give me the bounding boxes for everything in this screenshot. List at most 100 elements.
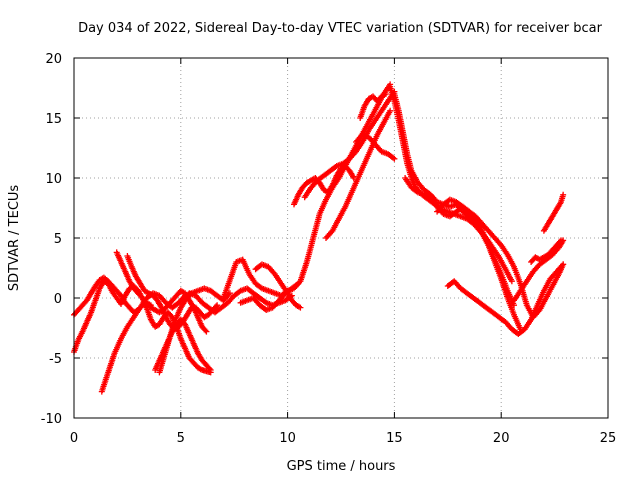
data-marker: [348, 176, 361, 196]
data-marker: [380, 109, 393, 126]
data-marker: [408, 175, 418, 189]
data-marker: [201, 312, 211, 321]
x-tick-label: 20: [493, 431, 510, 446]
data-marker: [549, 246, 561, 258]
data-marker: [169, 293, 179, 304]
data-marker: [361, 97, 371, 109]
data-marker: [137, 280, 147, 293]
data-marker: [199, 299, 211, 310]
data-marker: [466, 208, 478, 219]
data-marker: [523, 270, 536, 285]
data-marker: [378, 91, 388, 100]
data-marker: [182, 345, 192, 360]
data-marker: [472, 213, 484, 226]
data-marker: [320, 187, 330, 195]
data-marker: [532, 254, 542, 262]
data-marker: [329, 217, 341, 234]
series-arc-3: [98, 285, 233, 395]
data-marker: [498, 242, 510, 257]
series-arc-13: [323, 107, 394, 241]
data-marker: [511, 311, 523, 331]
x-tick-label: 15: [386, 431, 403, 446]
data-marker: [194, 364, 204, 373]
data-marker: [207, 287, 219, 298]
data-marker: [391, 155, 398, 162]
data-marker: [511, 289, 523, 304]
data-marker: [293, 302, 302, 310]
series-arc-12: [301, 88, 398, 201]
y-axis-title: SDTVAR / TECUs: [7, 185, 22, 292]
data-marker: [553, 238, 563, 249]
data-marker: [132, 273, 143, 286]
data-marker: [547, 270, 559, 282]
data-marker: [545, 214, 555, 227]
data-marker: [203, 362, 213, 372]
data-marker: [224, 294, 236, 306]
y-tick-label: 20: [45, 52, 62, 67]
data-marker: [231, 288, 243, 299]
data-marker: [271, 271, 284, 285]
data-marker: [310, 212, 323, 241]
data-marker: [88, 284, 98, 297]
data-marker: [496, 314, 508, 324]
data-marker: [534, 289, 547, 309]
data-points: [71, 81, 567, 395]
data-marker: [130, 285, 140, 295]
data-marker: [165, 328, 175, 347]
data-marker: [124, 253, 134, 268]
y-tick-label: -5: [49, 352, 62, 367]
data-marker: [536, 255, 546, 263]
data-marker: [303, 236, 316, 265]
data-marker: [212, 305, 224, 316]
data-marker: [365, 134, 377, 146]
data-marker: [453, 199, 465, 209]
series-arc-11: [237, 280, 302, 313]
data-marker: [128, 263, 139, 278]
data-marker: [504, 251, 517, 269]
data-marker: [141, 287, 151, 296]
data-marker: [246, 271, 258, 285]
data-marker: [79, 320, 90, 335]
data-marker: [88, 299, 98, 316]
data-marker: [553, 262, 565, 275]
data-marker: [145, 290, 155, 298]
data-marker: [113, 249, 124, 264]
data-marker: [316, 198, 329, 217]
data-marker: [312, 175, 322, 185]
data-marker: [288, 281, 300, 292]
x-tick-label: 0: [70, 431, 78, 446]
data-marker: [517, 279, 529, 294]
data-marker: [190, 340, 201, 355]
data-marker: [327, 164, 339, 174]
data-marker: [126, 278, 136, 290]
data-marker: [372, 141, 384, 154]
data-marker: [182, 321, 192, 336]
data-marker: [451, 278, 463, 290]
data-marker: [162, 314, 173, 326]
data-marker: [199, 323, 209, 334]
data-marker: [530, 262, 542, 275]
data-marker: [175, 294, 187, 306]
data-marker: [256, 295, 268, 305]
data-marker: [194, 314, 205, 329]
data-marker: [177, 287, 187, 296]
data-marker: [479, 220, 491, 233]
data-marker: [100, 274, 110, 283]
data-marker: [353, 133, 365, 145]
data-marker: [553, 200, 564, 213]
data-marker: [169, 300, 181, 311]
data-marker: [395, 107, 406, 134]
data-marker: [199, 367, 208, 374]
data-marker: [459, 208, 471, 219]
data-marker: [414, 179, 426, 192]
data-marker: [558, 237, 565, 244]
series-arc-14: [353, 131, 398, 162]
data-marker: [485, 227, 497, 240]
data-marker: [118, 292, 128, 305]
data-marker: [288, 297, 299, 307]
y-tick-label: 15: [45, 112, 62, 127]
data-marker: [372, 109, 384, 124]
data-marker: [152, 322, 161, 330]
data-marker: [353, 140, 365, 155]
